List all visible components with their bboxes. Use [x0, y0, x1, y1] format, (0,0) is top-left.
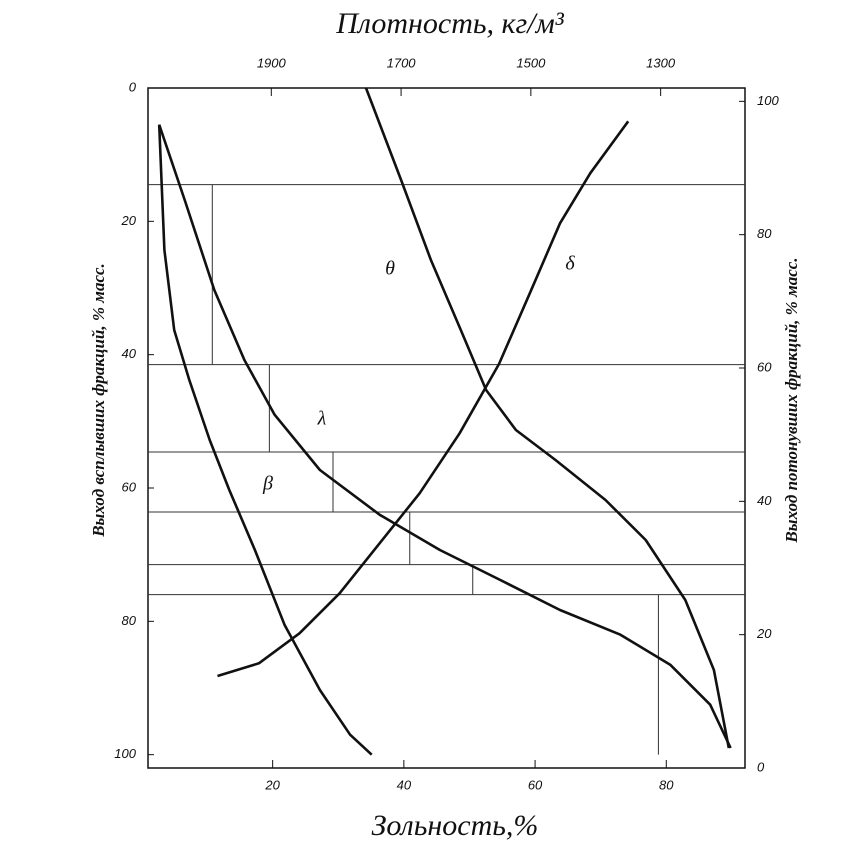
x-tick-label: 20	[264, 777, 280, 792]
curve	[157, 124, 732, 749]
curve-label: λ	[317, 408, 327, 430]
x2-tick-label: 1300	[646, 55, 676, 70]
x-tick-label: 40	[397, 777, 412, 792]
y-axis-title: Выход всплывших фракций, % масс.	[89, 263, 108, 538]
x-tick-label: 60	[528, 777, 543, 792]
curve-label: δ	[565, 253, 575, 275]
y-tick-label: 40	[122, 346, 137, 361]
y2-tick-label: 60	[757, 359, 772, 374]
x2-tick-label: 1700	[387, 55, 417, 70]
y2-tick-label: 100	[757, 93, 779, 108]
curve	[364, 87, 731, 749]
y2-axis-title: Выход потонувших фракций, % масс.	[782, 257, 801, 543]
curve	[217, 120, 630, 678]
y-tick-label: 0	[129, 79, 137, 94]
curve	[157, 124, 373, 756]
plot-frame	[147, 87, 746, 769]
y-tick-label: 60	[122, 479, 137, 494]
x-axis-title: Зольность,%	[372, 809, 539, 842]
y2-tick-label: 20	[756, 626, 772, 641]
x2-tick-label: 1900	[257, 55, 287, 70]
y2-tick-label: 0	[757, 759, 765, 774]
curve-label: β	[262, 473, 273, 495]
y-tick-label: 20	[121, 213, 137, 228]
x-tick-label: 80	[659, 777, 674, 792]
top-axis-title: Плотность, кг/м³	[335, 7, 565, 40]
x2-tick-label: 1500	[516, 55, 546, 70]
y2-tick-label: 80	[757, 226, 772, 241]
y2-tick-label: 40	[757, 493, 772, 508]
curve-label: θ	[385, 258, 395, 280]
y-tick-label: 100	[114, 746, 136, 761]
y-tick-label: 80	[122, 613, 137, 628]
